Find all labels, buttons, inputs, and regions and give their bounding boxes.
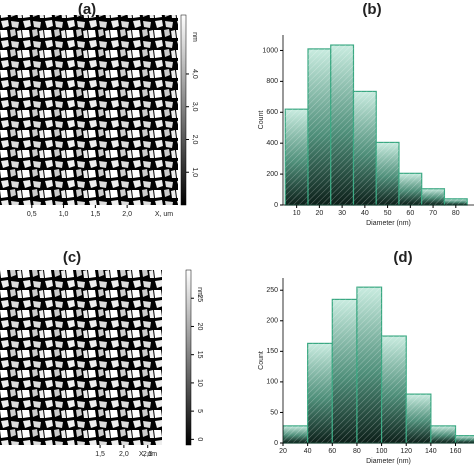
colorbar-unit: nm [196, 287, 203, 297]
colorbar-tick-label: 20 [196, 323, 203, 331]
colorbar-tick-label: 25 [196, 294, 203, 302]
y-tick-label: 0 [274, 202, 278, 209]
bars [284, 44, 468, 206]
colorbar-tick-label: 15 [196, 351, 203, 359]
y-axis-label: Count [258, 111, 265, 130]
y-tick-label: 250 [266, 287, 278, 294]
x-tick-label: 60 [328, 448, 336, 455]
x-tick-label: 0,5 [27, 211, 37, 218]
panel-label: (d) [393, 249, 412, 266]
x-axis-label: Diameter (nm) [366, 220, 411, 227]
bar-hatch [398, 173, 422, 205]
bar-hatch [421, 188, 445, 205]
panel-label: (b) [362, 1, 381, 18]
colorbar [180, 14, 187, 206]
y-axis-label: Count [258, 351, 265, 370]
x-tick-label: 10 [293, 210, 301, 217]
bar-hatch [353, 91, 377, 205]
bar-hatch [455, 435, 474, 443]
bar-hatch [356, 287, 382, 443]
bar-hatch [430, 425, 456, 443]
y-tick-label: 50 [270, 409, 278, 416]
colorbar-tick-label: 0 [196, 437, 203, 441]
x-tick-label: 50 [384, 210, 392, 217]
x-tick-label: 160 [450, 448, 462, 455]
bar-hatch [406, 394, 431, 443]
colorbar-tick-label: 2,0 [191, 135, 198, 145]
y-tick-label: 400 [266, 140, 278, 147]
x-axis-label: Diameter (nm) [366, 458, 411, 465]
bar-hatch [285, 109, 309, 205]
afm-image [0, 15, 178, 205]
bar-hatch [283, 425, 308, 443]
bar-hatch [330, 45, 354, 205]
x-tick-label: 40 [361, 210, 369, 217]
colorbar-tick-label: 5 [196, 409, 203, 413]
x-tick-label: 20 [315, 210, 323, 217]
y-tick-label: 200 [266, 171, 278, 178]
bar-hatch [332, 299, 357, 443]
x-tick-label: 80 [353, 448, 361, 455]
x-tick-label: 2,0 [119, 451, 129, 458]
colorbar-tick-label: 1,0 [191, 167, 198, 177]
x-tick-label: 30 [338, 210, 346, 217]
x-tick-label: 100 [376, 448, 388, 455]
colorbar-tick-label: 4,0 [191, 69, 198, 79]
panel-label: (a) [78, 1, 96, 18]
bar-hatch [307, 343, 333, 443]
colorbar [185, 269, 192, 446]
bar-hatch [376, 142, 399, 205]
x-tick-label: 2,5 [143, 451, 153, 458]
x-tick-label: 2,0 [122, 211, 132, 218]
x-tick-label: 80 [452, 210, 460, 217]
afm-image [0, 270, 162, 445]
x-tick-label: 1,0 [59, 211, 69, 218]
y-tick-label: 150 [266, 348, 278, 355]
x-tick-label: 140 [425, 448, 437, 455]
bar-hatch [444, 198, 468, 205]
y-tick-label: 600 [266, 109, 278, 116]
x-tick-label: 20 [279, 448, 287, 455]
y-tick-label: 800 [266, 78, 278, 85]
x-axis-label: X, um [139, 451, 157, 458]
colorbar-unit: nm [191, 32, 198, 42]
bar-hatch [381, 336, 407, 443]
panel-label: (c) [63, 249, 81, 266]
x-tick-label: 120 [400, 448, 412, 455]
colorbar-tick-label: 10 [196, 379, 203, 387]
y-tick-label: 100 [266, 379, 278, 386]
x-tick-label: 60 [406, 210, 414, 217]
x-tick-label: 1,5 [95, 451, 105, 458]
x-tick-label: 1,5 [90, 211, 100, 218]
bars [283, 286, 474, 444]
bar-hatch [308, 48, 331, 206]
y-tick-label: 200 [266, 318, 278, 325]
x-axis-label: X, um [155, 211, 173, 218]
y-tick-label: 1000 [262, 47, 278, 54]
colorbar-tick-label: 3,0 [191, 102, 198, 112]
y-tick-label: 0 [274, 440, 278, 447]
x-tick-label: 40 [304, 448, 312, 455]
x-tick-label: 70 [429, 210, 437, 217]
